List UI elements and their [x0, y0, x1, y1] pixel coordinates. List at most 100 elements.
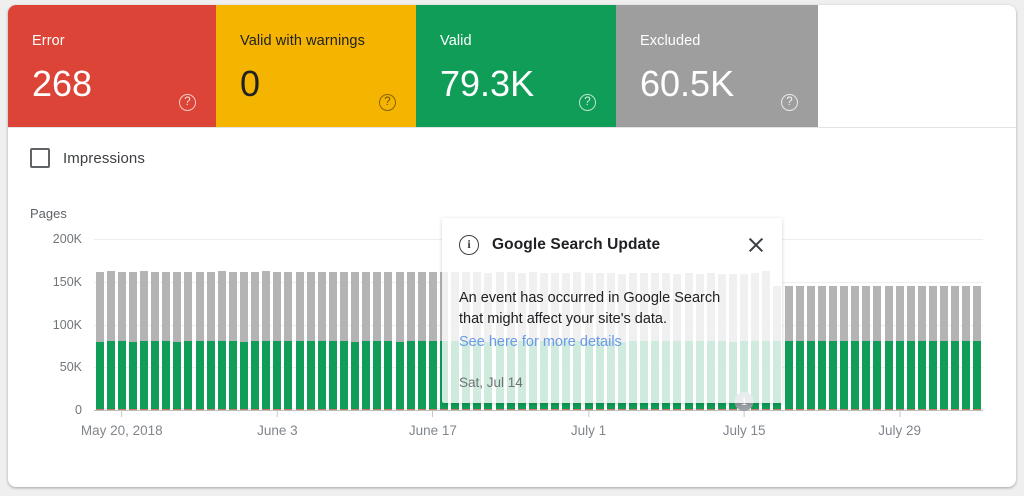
chart-bar[interactable]	[240, 272, 249, 410]
bar-segment-valid	[417, 340, 426, 409]
bar-segment-error	[484, 408, 493, 410]
chart-bar[interactable]	[173, 271, 182, 410]
chart-bar[interactable]	[395, 272, 404, 410]
chart-bar[interactable]	[317, 271, 326, 410]
chart-bar[interactable]	[262, 270, 271, 410]
chart-bar[interactable]	[840, 285, 849, 410]
chart-bar[interactable]	[195, 271, 204, 410]
x-axis-tick-label: June 3	[257, 423, 298, 438]
y-axis-tick-label: 50K	[59, 360, 82, 375]
chart-bar[interactable]	[806, 286, 815, 410]
chart-bar[interactable]	[928, 285, 937, 410]
bar-segment-error	[751, 408, 760, 410]
chart-bar[interactable]	[862, 285, 871, 410]
impressions-legend-toggle[interactable]: Impressions	[30, 141, 145, 175]
bar-segment-valid	[973, 340, 982, 409]
bar-segment-error	[684, 408, 693, 410]
bar-segment-valid	[784, 341, 793, 409]
chart-bar[interactable]	[828, 286, 837, 410]
bar-segment-excluded	[140, 271, 148, 342]
chart-bar[interactable]	[917, 286, 926, 410]
chart-bar[interactable]	[306, 271, 315, 410]
chart-bar[interactable]	[873, 286, 882, 410]
bar-segment-error	[895, 408, 904, 410]
bar-segment-error	[495, 408, 504, 410]
checkbox-icon[interactable]	[30, 148, 50, 168]
bar-segment-error	[928, 408, 937, 410]
chart-bar[interactable]	[417, 271, 426, 410]
bar-segment-valid	[384, 341, 393, 409]
bar-segment-valid	[328, 340, 337, 409]
chart-bar[interactable]	[284, 271, 293, 410]
chart-bar[interactable]	[351, 272, 360, 410]
help-icon-valid[interactable]: ?	[579, 94, 596, 111]
status-card-valid-with-warnings[interactable]: Valid with warnings 0 ?	[216, 5, 416, 127]
bar-segment-error	[606, 408, 615, 410]
bar-segment-excluded	[895, 286, 904, 342]
popup-details-link[interactable]: See here for more details	[459, 334, 622, 350]
chart-bar[interactable]	[162, 271, 171, 410]
bar-segment-error	[673, 408, 682, 410]
bar-segment-valid	[962, 341, 971, 409]
bar-segment-error	[473, 408, 482, 410]
status-card-valid[interactable]: Valid 79.3K ?	[416, 5, 616, 127]
bar-segment-error	[151, 408, 160, 410]
bar-segment-error	[251, 408, 260, 410]
popup-date: Sat, Jul 14	[459, 375, 523, 390]
chart-bar[interactable]	[784, 286, 793, 410]
chart-bar[interactable]	[373, 271, 382, 410]
bar-segment-error	[517, 408, 526, 410]
chart-bar[interactable]	[817, 285, 826, 410]
chart-bar[interactable]	[206, 271, 215, 410]
chart-bar[interactable]	[184, 271, 193, 410]
chart-bar[interactable]	[362, 271, 371, 410]
bar-segment-error	[651, 408, 660, 410]
chart-bar[interactable]	[406, 272, 415, 410]
chart-bar[interactable]	[228, 271, 237, 410]
chart-bar[interactable]	[384, 272, 393, 410]
chart-bar[interactable]	[851, 286, 860, 410]
chart-bar[interactable]	[973, 285, 982, 410]
google-search-update-popup[interactable]: i Google Search Update An event has occu…	[442, 218, 782, 403]
bar-segment-excluded	[962, 286, 971, 342]
help-icon-excluded[interactable]: ?	[781, 94, 798, 111]
chart-bar[interactable]	[428, 272, 437, 410]
bar-segment-error	[440, 408, 449, 410]
bar-segment-valid	[95, 341, 104, 409]
chart-bar[interactable]	[273, 271, 282, 410]
close-icon[interactable]	[746, 235, 766, 255]
bar-segment-excluded	[162, 271, 171, 342]
bar-segment-excluded	[351, 272, 360, 342]
chart-bar[interactable]	[962, 286, 971, 410]
bar-segment-error	[951, 408, 960, 410]
chart-bar[interactable]	[940, 286, 949, 410]
chart-bar[interactable]	[340, 272, 349, 410]
chart-bar[interactable]	[328, 271, 337, 410]
bar-segment-excluded	[817, 285, 826, 341]
status-card-error[interactable]: Error 268 ?	[8, 5, 216, 127]
help-icon-warnings[interactable]: ?	[379, 94, 396, 111]
chart-bar[interactable]	[117, 271, 126, 410]
bar-segment-error	[806, 408, 815, 410]
chart-bar[interactable]	[951, 285, 960, 410]
chart-bar[interactable]	[895, 286, 904, 410]
chart-bar[interactable]	[295, 272, 304, 410]
chart-bar[interactable]	[140, 271, 148, 410]
chart-bar[interactable]	[106, 271, 115, 410]
bar-segment-valid	[195, 340, 204, 409]
chart-bar[interactable]	[884, 285, 893, 410]
chart-bar[interactable]	[151, 271, 160, 410]
chart-bar[interactable]	[217, 270, 226, 410]
help-icon-error[interactable]: ?	[179, 94, 196, 111]
chart-bar[interactable]	[128, 271, 137, 410]
chart-bar[interactable]	[251, 271, 260, 410]
chart-bar[interactable]	[795, 285, 804, 410]
tick-mark	[588, 410, 589, 417]
chart-bar[interactable]	[95, 271, 104, 410]
x-axis-tick-label: July 15	[722, 423, 766, 438]
bar-segment-excluded	[117, 271, 126, 342]
chart-bar[interactable]	[906, 285, 915, 410]
status-card-excluded[interactable]: Excluded 60.5K ?	[616, 5, 818, 127]
bar-segment-valid	[317, 341, 326, 409]
bar-segment-valid	[240, 341, 249, 409]
